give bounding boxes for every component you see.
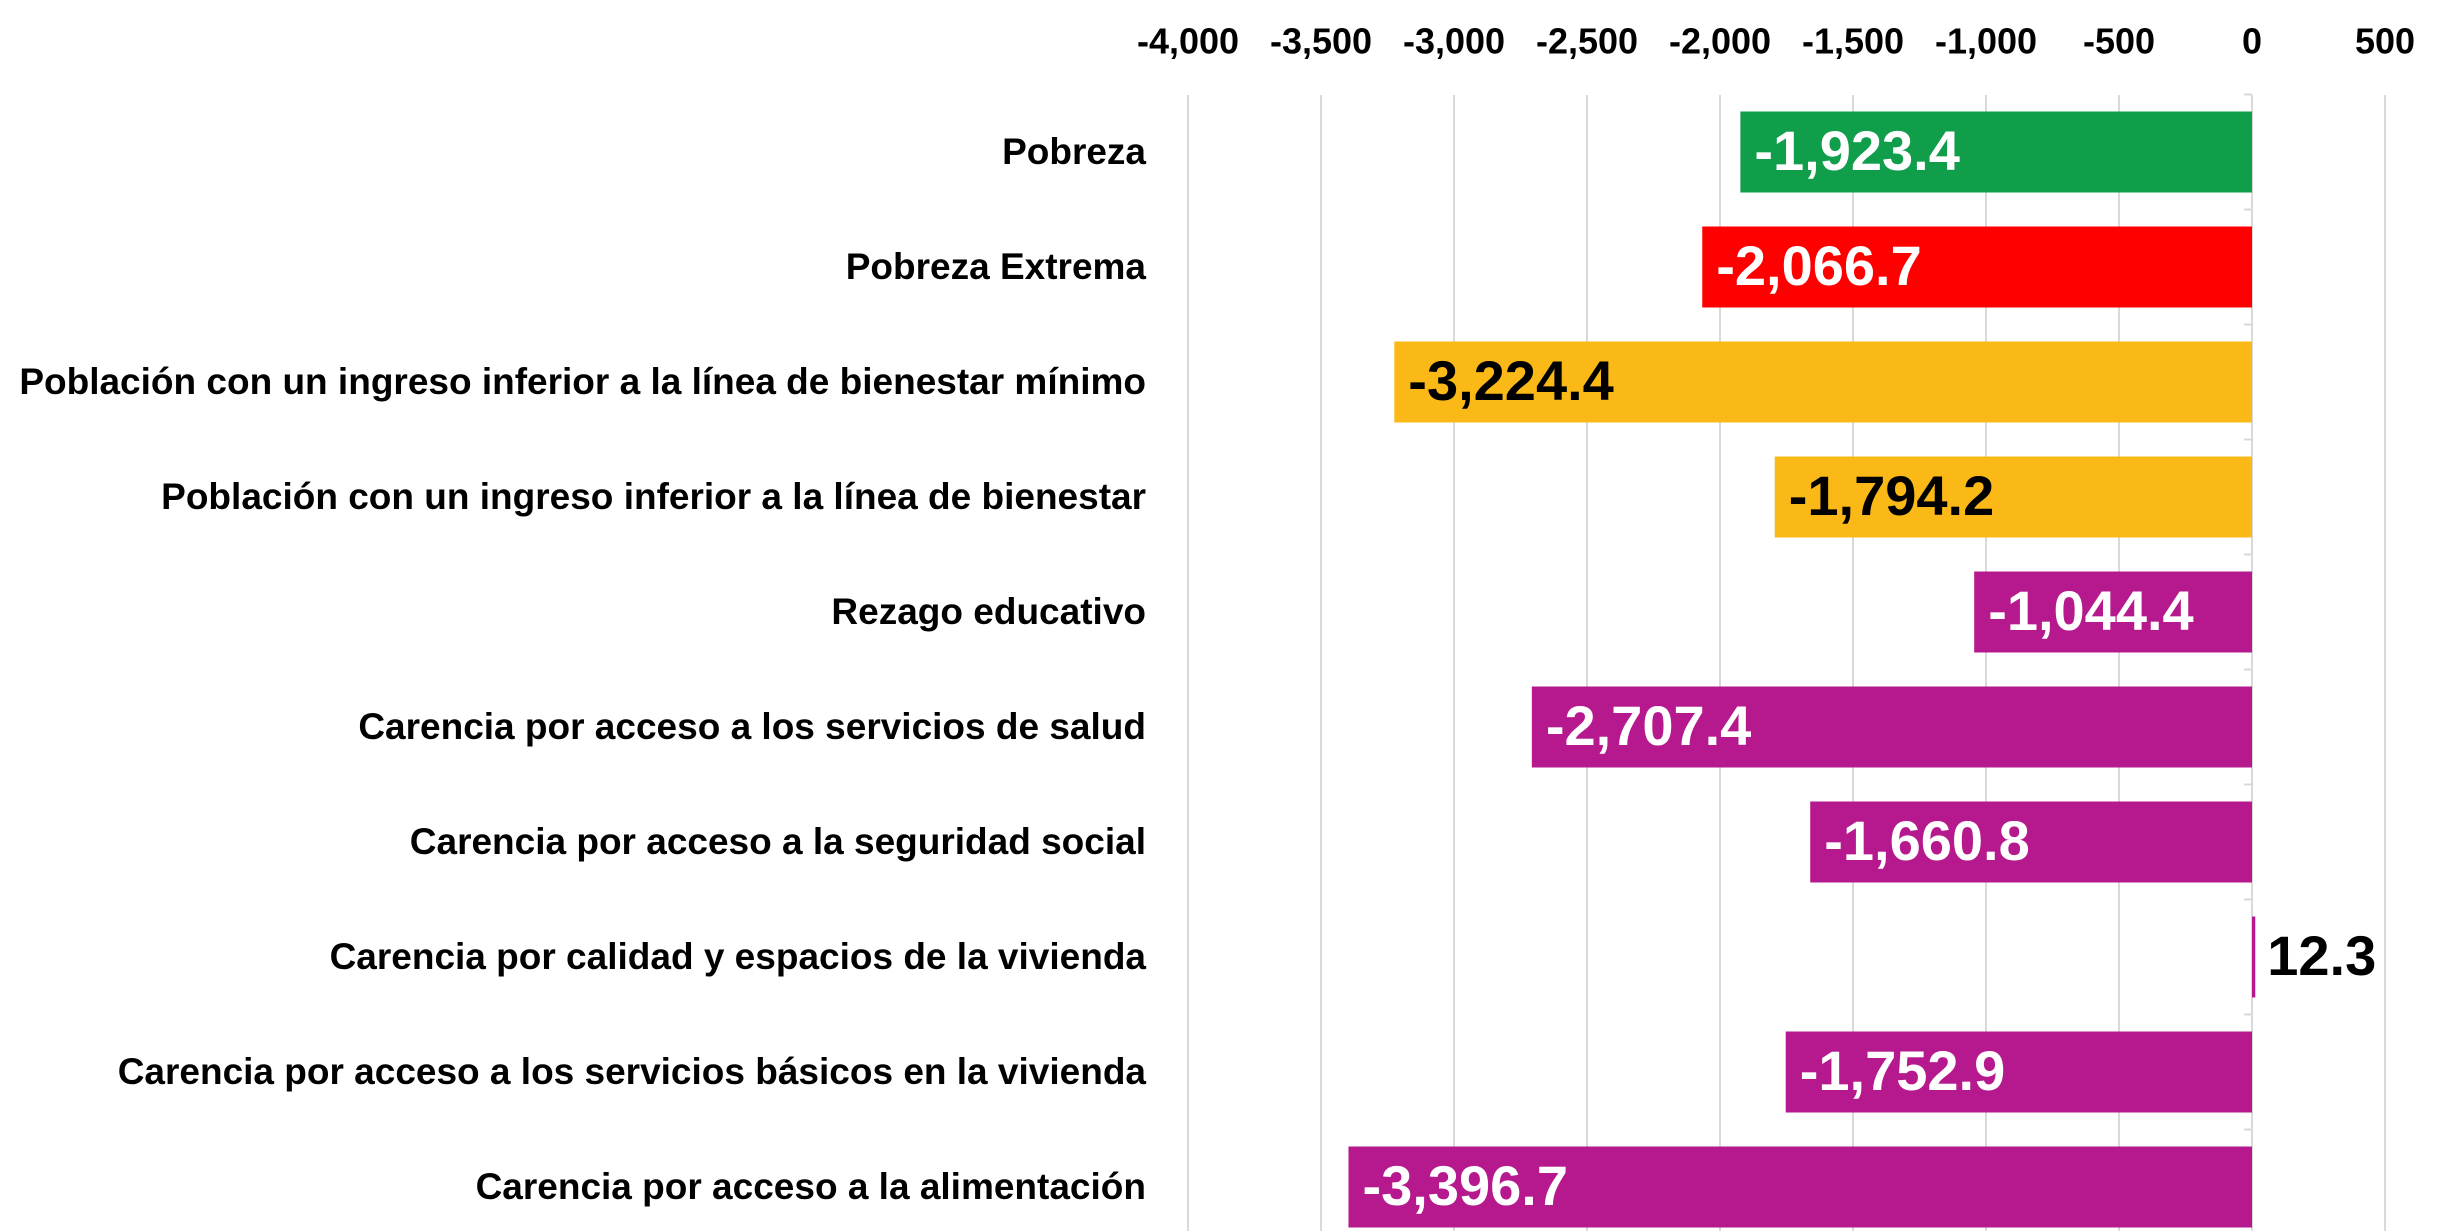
category-label: Población con un ingreso inferior a la l…	[0, 361, 1146, 403]
x-tick-label: -2,500	[1536, 21, 1638, 62]
bar	[1774, 456, 2252, 538]
category-label: Carencia por acceso a la seguridad socia…	[0, 821, 1146, 863]
data-label: -1,794.2	[1789, 464, 1995, 527]
x-tick-label: -3,500	[1270, 21, 1372, 62]
category-label: Carencia por calidad y espacios de la vi…	[0, 936, 1146, 978]
bar	[1810, 801, 2252, 883]
category-text: Pobreza	[1002, 131, 1146, 172]
category-label: Carencia por acceso a la alimentación	[0, 1166, 1146, 1208]
bar	[1740, 111, 2252, 193]
data-label: 12.3	[2267, 924, 2376, 987]
category-label: Rezago educativo	[0, 591, 1146, 633]
category-text: Población con un ingreso inferior a la l…	[161, 476, 1146, 517]
bar	[1785, 1031, 2252, 1113]
category-text: Carencia por acceso a la alimentación	[475, 1166, 1146, 1207]
category-label: Carencia por acceso a los servicios bási…	[0, 1051, 1146, 1093]
x-tick-label: -2,000	[1669, 21, 1771, 62]
data-label: -1,044.4	[1988, 579, 2193, 642]
data-label: -1,660.8	[1824, 809, 2030, 872]
data-label: -1,752.9	[1800, 1039, 2006, 1102]
category-text: Carencia por acceso a la seguridad socia…	[409, 821, 1146, 862]
data-label: -2,707.4	[1546, 694, 1752, 757]
category-label: Pobreza Extrema	[0, 246, 1146, 288]
x-tick-label: -3,000	[1403, 21, 1505, 62]
data-label: -3,396.7	[1362, 1154, 1568, 1217]
x-tick-label: 0	[2242, 21, 2262, 62]
category-label: Población con un ingreso inferior a la l…	[0, 476, 1146, 518]
bar	[1702, 226, 2252, 308]
x-tick-label: -1,500	[1802, 21, 1904, 62]
data-label: -2,066.7	[1716, 234, 1922, 297]
x-tick-label: -1,000	[1935, 21, 2037, 62]
x-tick-label: -500	[2083, 21, 2155, 62]
category-text: Rezago educativo	[831, 591, 1146, 632]
x-tick-label: -4,000	[1137, 21, 1239, 62]
bar	[1531, 686, 2252, 768]
category-text: Población con un ingreso inferior a la l…	[19, 361, 1146, 402]
bar	[2252, 916, 2256, 998]
category-text: Carencia por calidad y espacios de la vi…	[329, 936, 1146, 977]
bar	[1974, 571, 2252, 653]
category-text: Carencia por acceso a los servicios bási…	[117, 1051, 1146, 1092]
bar	[1348, 1146, 2252, 1228]
category-text: Pobreza Extrema	[845, 246, 1146, 287]
data-label: -1,923.4	[1754, 119, 1960, 182]
category-text: Carencia por acceso a los servicios de s…	[358, 706, 1146, 747]
data-label: -3,224.4	[1408, 349, 1614, 412]
bar	[1394, 341, 2252, 423]
category-label: Carencia por acceso a los servicios de s…	[0, 706, 1146, 748]
category-label: Pobreza	[0, 131, 1146, 173]
x-tick-label: 500	[2355, 21, 2415, 62]
